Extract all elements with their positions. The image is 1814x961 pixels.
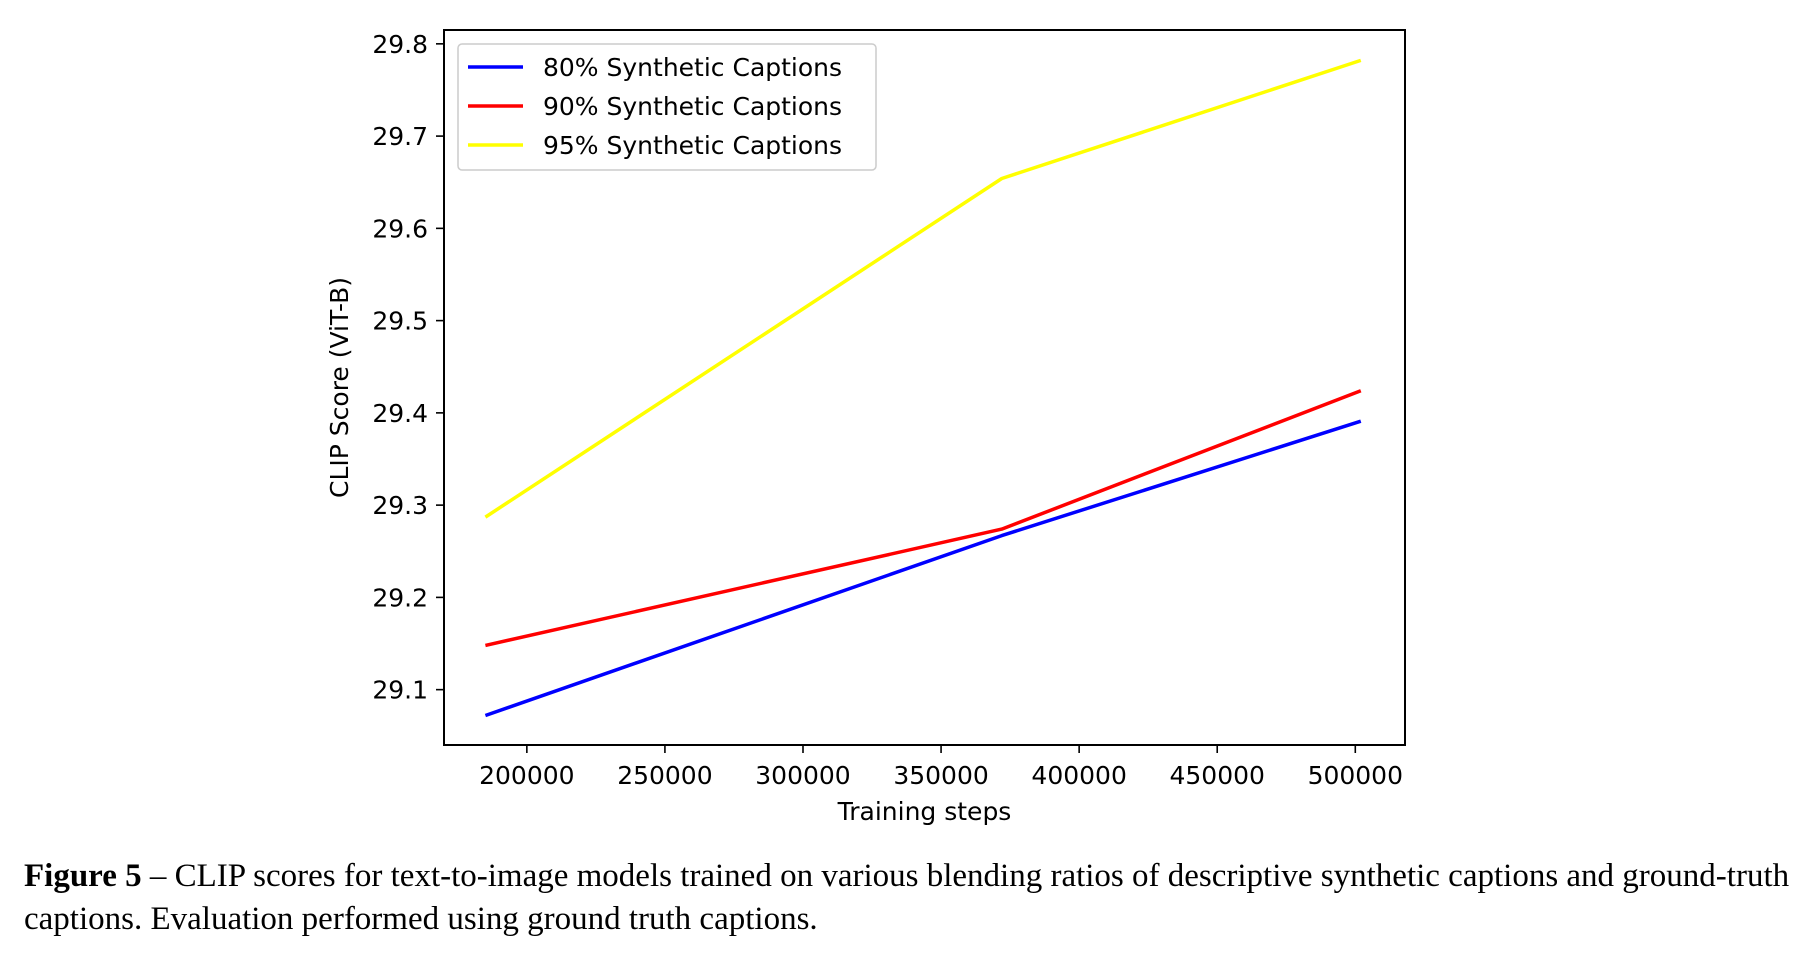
series-line-2 bbox=[485, 389, 1362, 648]
y-tick-label: 29.7 bbox=[372, 122, 428, 151]
legend-label: 90% Synthetic Captions bbox=[543, 92, 842, 121]
legend-label: 80% Synthetic Captions bbox=[543, 53, 842, 82]
chart: 200000 250000 300000 350000 400000 450000 5000… bbox=[325, 29, 1406, 826]
x-tick-label: 350000 bbox=[893, 761, 988, 790]
plot-area-frame bbox=[443, 29, 1406, 746]
figure-label: Figure 5 bbox=[24, 858, 142, 894]
y-tick-label: 29.5 bbox=[372, 307, 428, 336]
x-tick-label: 450000 bbox=[1169, 761, 1264, 790]
x-tick-label: 500000 bbox=[1308, 761, 1403, 790]
x-tick-label: 400000 bbox=[1031, 761, 1126, 790]
x-tick-label: 200000 bbox=[479, 761, 574, 790]
figure-caption: Figure 5 – CLIP scores for text-to-image… bbox=[24, 855, 1804, 941]
series-line-3 bbox=[484, 58, 1362, 519]
x-axis-title: Training steps bbox=[837, 797, 1012, 826]
x-tick-label: 300000 bbox=[755, 761, 850, 790]
legend-box bbox=[457, 43, 877, 171]
caption-text: – CLIP scores for text-to-image models t… bbox=[24, 858, 1790, 937]
x-tick-label: 250000 bbox=[617, 761, 712, 790]
y-tick-label: 29.2 bbox=[372, 583, 428, 612]
series-line-1 bbox=[484, 419, 1362, 718]
legend: 80% Synthetic Captions 90% Synthetic Capt… bbox=[457, 43, 877, 171]
y-tick-label: 29.3 bbox=[372, 491, 428, 520]
y-tick-label: 29.6 bbox=[372, 214, 428, 243]
legend-label: 95% Synthetic Captions bbox=[543, 131, 842, 160]
y-axis-title: CLIP Score (ViT-B) bbox=[325, 277, 354, 498]
y-tick-label: 29.1 bbox=[372, 676, 428, 705]
y-tick-label: 29.4 bbox=[372, 399, 428, 428]
y-tick-label: 29.8 bbox=[372, 30, 428, 59]
